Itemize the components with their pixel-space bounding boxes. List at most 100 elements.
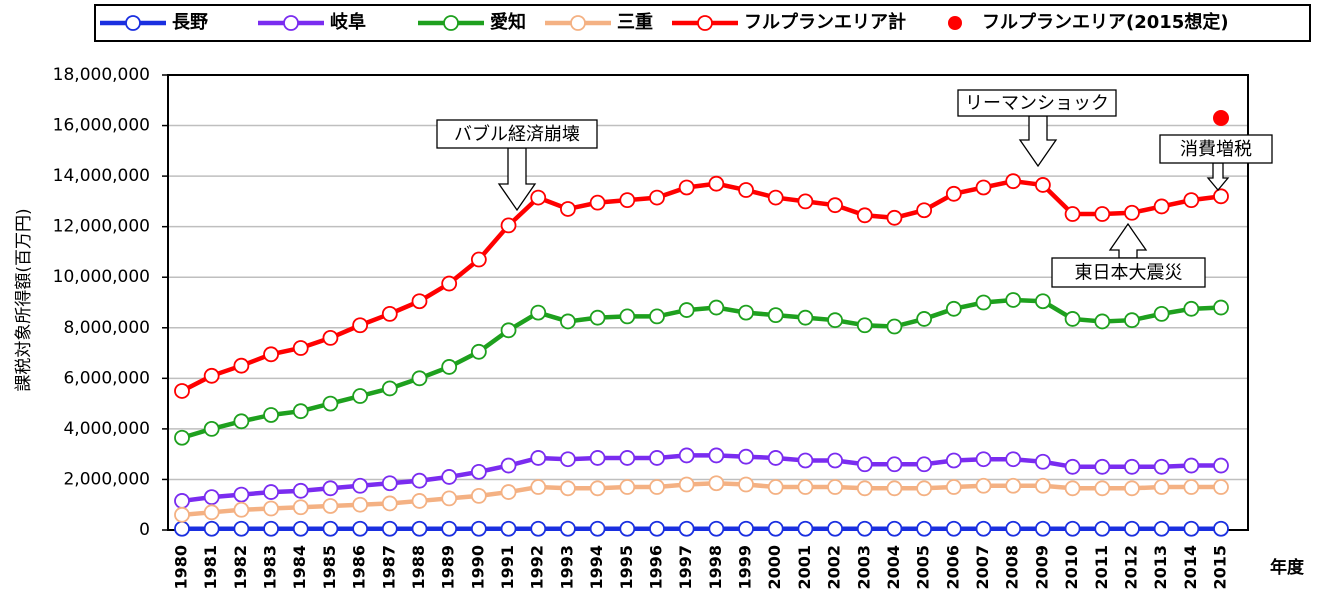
- annotation-arrow: [497, 147, 537, 212]
- x-tick-label: 2006: [943, 545, 962, 590]
- legend-label: 三重: [617, 11, 653, 33]
- marker: [797, 479, 814, 495]
- marker: [560, 451, 576, 468]
- marker: [530, 304, 547, 321]
- annotation-text: バブル経済崩壊: [454, 123, 580, 145]
- marker: [530, 479, 547, 495]
- marker: [174, 520, 190, 537]
- annotation-box: [436, 119, 598, 149]
- marker: [470, 251, 487, 268]
- marker: [1064, 206, 1081, 222]
- marker: [975, 294, 992, 311]
- x-tick-label: 1986: [350, 545, 369, 590]
- legend-label: フルプランエリア計: [744, 11, 906, 33]
- marker: [441, 490, 458, 507]
- marker: [1064, 458, 1081, 475]
- legend-marker: [125, 15, 141, 31]
- marker: [589, 309, 606, 326]
- marker: [233, 413, 250, 430]
- marker: [1153, 479, 1170, 495]
- marker: [233, 357, 250, 374]
- marker: [886, 456, 903, 473]
- point: [1213, 109, 1229, 126]
- legend-label: 長野: [172, 12, 208, 33]
- marker: [708, 175, 725, 192]
- x-tick-label: 1996: [646, 545, 665, 590]
- x-tick-label: 2004: [884, 545, 903, 590]
- marker: [322, 329, 339, 346]
- marker: [1183, 479, 1200, 495]
- marker: [470, 520, 487, 537]
- marker: [589, 520, 606, 537]
- marker: [827, 520, 843, 537]
- x-tick-label: 1999: [736, 545, 755, 590]
- marker: [1153, 305, 1170, 322]
- marker: [381, 305, 398, 322]
- marker: [1034, 477, 1051, 494]
- marker: [470, 463, 487, 480]
- annotation-arrow: [1018, 115, 1058, 168]
- marker: [856, 520, 873, 537]
- marker: [233, 520, 250, 537]
- marker: [203, 367, 220, 384]
- marker: [975, 520, 992, 537]
- marker: [1005, 173, 1022, 190]
- marker: [263, 484, 279, 500]
- x-tick-label: 2003: [854, 545, 873, 590]
- marker: [619, 520, 636, 537]
- marker: [203, 489, 220, 506]
- x-tick-label: 2005: [914, 545, 933, 590]
- marker: [708, 299, 725, 316]
- y-tick-label: 0: [139, 520, 150, 540]
- marker: [233, 501, 250, 518]
- marker: [1153, 458, 1170, 475]
- marker: [352, 317, 369, 334]
- marker: [1124, 312, 1140, 329]
- marker: [411, 370, 428, 387]
- marker: [441, 469, 458, 485]
- y-tick-label: 14,000,000: [53, 166, 150, 186]
- marker: [945, 185, 962, 202]
- marker: [292, 520, 309, 537]
- x-tick-label: 1985: [320, 545, 339, 590]
- marker: [619, 479, 636, 495]
- marker: [738, 304, 754, 321]
- marker: [500, 484, 517, 500]
- marker: [1005, 451, 1022, 468]
- x-tick-label: 1987: [379, 545, 398, 590]
- marker: [263, 500, 279, 517]
- marker: [916, 480, 933, 497]
- marker: [678, 476, 695, 493]
- marker: [1064, 480, 1081, 497]
- y-tick-label: 8,000,000: [63, 318, 150, 338]
- marker: [1094, 313, 1111, 330]
- marker: [500, 457, 517, 474]
- marker: [1034, 453, 1051, 470]
- marker: [975, 477, 992, 494]
- x-tick-label: 2002: [825, 545, 844, 590]
- marker: [649, 479, 665, 495]
- x-tick-label: 1997: [676, 545, 695, 590]
- annotation-text: 東日本大震災: [1075, 263, 1183, 284]
- marker: [411, 293, 428, 310]
- marker: [530, 520, 547, 537]
- marker: [767, 450, 784, 466]
- marker: [1094, 206, 1111, 222]
- legend-marker: [283, 15, 299, 31]
- legend-label: 愛知: [490, 11, 526, 33]
- marker: [708, 475, 725, 492]
- marker: [530, 189, 547, 206]
- marker: [560, 313, 576, 330]
- x-tick-label: 1993: [557, 545, 576, 590]
- marker: [1005, 292, 1022, 308]
- legend-label: フルプランエリア(2015想定): [982, 11, 1229, 33]
- marker: [1094, 480, 1111, 497]
- marker: [1094, 458, 1111, 475]
- marker: [263, 520, 279, 537]
- marker: [352, 496, 369, 513]
- marker: [1183, 300, 1200, 317]
- marker: [767, 307, 784, 324]
- marker: [827, 452, 843, 469]
- annotation-box: [957, 89, 1117, 117]
- y-tick-label: 6,000,000: [63, 368, 150, 388]
